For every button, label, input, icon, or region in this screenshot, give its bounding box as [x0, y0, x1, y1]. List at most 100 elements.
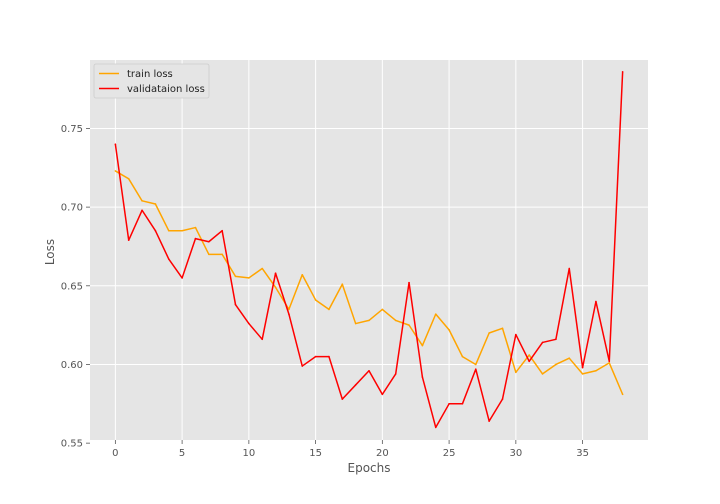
data-point — [474, 363, 477, 366]
data-point — [194, 237, 197, 240]
data-point — [181, 229, 183, 232]
data-point — [488, 420, 490, 422]
data-point — [208, 240, 210, 243]
data-point — [434, 426, 437, 429]
data-point — [381, 308, 384, 311]
data-point — [141, 209, 143, 212]
data-point — [314, 355, 317, 358]
data-point — [208, 253, 210, 256]
data-point — [234, 275, 237, 278]
data-point — [127, 177, 130, 180]
y-tick-label: 0.70 — [61, 203, 83, 214]
data-point — [274, 272, 277, 275]
data-point — [301, 273, 304, 276]
y-tick-label: 0.65 — [61, 281, 83, 292]
data-point — [328, 308, 330, 311]
data-point — [515, 333, 517, 336]
x-tick-label: 10 — [242, 448, 255, 459]
data-point — [167, 229, 170, 232]
data-point — [341, 283, 344, 286]
data-point — [528, 360, 530, 363]
data-point — [368, 369, 370, 372]
plot-background — [90, 60, 648, 440]
data-point — [314, 299, 317, 301]
data-point — [595, 369, 597, 372]
data-point — [421, 344, 424, 347]
data-point — [568, 357, 571, 359]
data-point — [541, 373, 544, 375]
data-point — [354, 384, 357, 386]
x-tick-label: 20 — [376, 448, 389, 459]
x-tick-label: 25 — [443, 448, 456, 459]
data-point — [248, 277, 250, 279]
data-point — [448, 329, 450, 331]
data-point — [288, 313, 290, 315]
x-tick-label: 35 — [576, 448, 589, 459]
data-point — [194, 226, 197, 229]
data-point — [608, 362, 611, 364]
data-point — [381, 393, 384, 396]
data-point — [154, 203, 157, 205]
data-point — [461, 403, 464, 405]
data-point — [421, 376, 424, 378]
data-point — [568, 267, 571, 270]
data-point — [341, 398, 344, 400]
data-point — [394, 373, 397, 375]
data-point — [261, 338, 264, 341]
data-point — [354, 322, 357, 325]
legend-box — [93, 63, 210, 99]
data-point — [555, 338, 557, 341]
data-point — [394, 319, 397, 322]
data-point — [328, 355, 330, 358]
data-point — [167, 258, 170, 260]
data-point — [541, 341, 544, 344]
data-point — [515, 371, 517, 374]
series-group — [114, 71, 624, 429]
data-point — [448, 403, 450, 405]
y-tick-label: 0.55 — [61, 439, 83, 450]
data-point — [555, 363, 557, 366]
data-point — [474, 368, 477, 370]
data-point — [261, 267, 264, 270]
data-point — [288, 308, 290, 311]
data-point — [181, 277, 183, 279]
data-point — [434, 313, 437, 315]
data-point — [608, 360, 611, 363]
data-point — [114, 170, 117, 172]
data-point — [581, 366, 584, 369]
data-point — [501, 327, 504, 330]
data-point — [221, 253, 223, 256]
data-point — [595, 300, 597, 303]
data-point — [248, 322, 250, 325]
data-point — [621, 393, 624, 396]
legend: train loss validataion loss — [93, 63, 210, 99]
x-axis-ticks: 0 5 10 15 20 25 30 35 — [112, 440, 589, 459]
x-tick-label: 15 — [309, 448, 322, 459]
data-point — [127, 239, 130, 241]
data-point — [114, 143, 117, 145]
data-point — [141, 200, 143, 202]
data-point — [274, 286, 277, 289]
legend-label-train-loss: train loss — [127, 69, 173, 80]
data-point — [461, 355, 464, 358]
data-point — [408, 324, 410, 326]
y-axis-ticks: 0.55 0.60 0.65 0.70 0.75 — [61, 124, 90, 450]
y-tick-label: 0.60 — [61, 360, 83, 371]
data-point — [408, 281, 410, 284]
data-point — [301, 365, 304, 367]
data-point — [368, 319, 370, 322]
data-point — [501, 398, 504, 400]
data-point — [581, 373, 584, 375]
data-point — [234, 303, 237, 306]
y-axis-label: Loss — [43, 239, 57, 265]
data-point — [621, 71, 624, 73]
data-point — [221, 229, 223, 232]
data-point — [154, 229, 157, 232]
x-tick-label: 30 — [509, 448, 522, 459]
y-tick-label: 0.75 — [61, 124, 83, 135]
data-point — [488, 332, 490, 334]
data-point — [528, 354, 530, 356]
x-axis-label: Epochs — [348, 461, 391, 475]
legend-label-validation-loss: validataion loss — [127, 84, 205, 95]
